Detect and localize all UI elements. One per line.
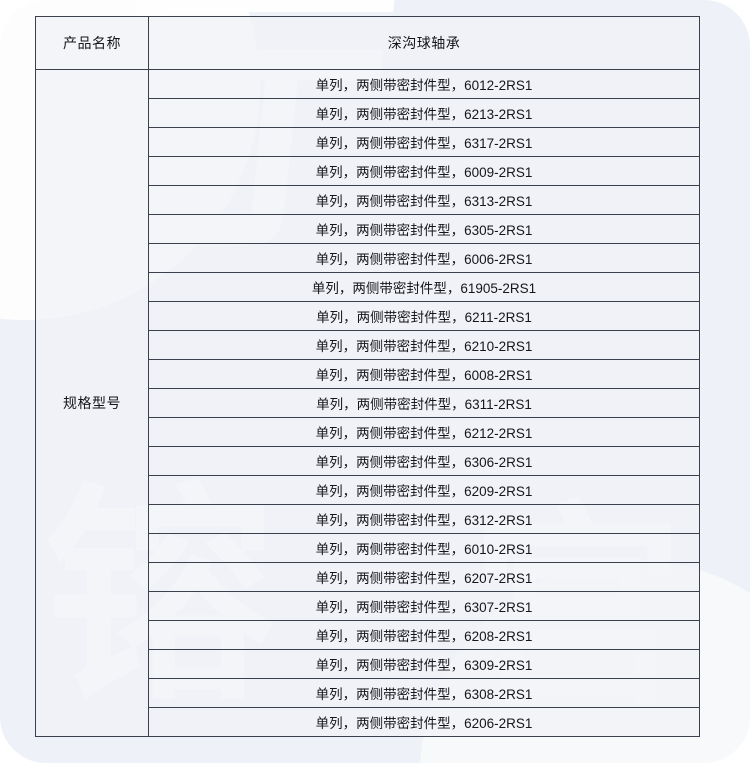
spec-cell: 单列，两侧带密封件型，6309-2RS1 <box>148 649 700 679</box>
spec-cell: 单列，两侧带密封件型，6311-2RS1 <box>148 388 700 418</box>
table-row: 单列，两侧带密封件型，6008-2RS1 <box>36 359 700 389</box>
spec-cell: 单列，两侧带密封件型，6206-2RS1 <box>148 707 700 737</box>
spec-cell: 单列，两侧带密封件型，6009-2RS1 <box>148 156 700 186</box>
spec-cell: 单列，两侧带密封件型，6313-2RS1 <box>148 185 700 215</box>
spec-cell: 单列，两侧带密封件型，6307-2RS1 <box>148 591 700 621</box>
header-cell-product-title: 深沟球轴承 <box>148 16 700 70</box>
spec-cell: 单列，两侧带密封件型，6305-2RS1 <box>148 214 700 244</box>
table-header-row: 产品名称 深沟球轴承 <box>35 16 700 70</box>
spec-cell: 单列，两侧带密封件型，6209-2RS1 <box>148 475 700 505</box>
spec-cell: 单列，两侧带密封件型，6010-2RS1 <box>148 533 700 563</box>
product-specification-table: 产品名称 深沟球轴承 规格型号 单列，两侧带密封件型，6012-2RS1 单列，两侧… <box>35 16 700 737</box>
spec-cell: 单列，两侧带密封件型，6207-2RS1 <box>148 562 700 592</box>
spec-cell: 单列，两侧带密封件型，6212-2RS1 <box>148 417 700 447</box>
header-cell-product-name: 产品名称 <box>35 16 149 70</box>
table-body: 产品名称 深沟球轴承 规格型号 单列，两侧带密封件型，6012-2RS1 单列，两侧… <box>35 16 700 737</box>
spec-cell: 单列，两侧带密封件型，6312-2RS1 <box>148 504 700 534</box>
table-row: 单列，两侧带密封件型，6210-2RS1 <box>36 330 700 360</box>
table-row: 单列，两侧带密封件型，6212-2RS1 <box>36 417 700 447</box>
spec-cell: 单列，两侧带密封件型，6213-2RS1 <box>148 98 700 128</box>
spec-cell: 单列，两侧带密封件型，6210-2RS1 <box>148 330 700 360</box>
spec-cell: 单列，两侧带密封件型，6208-2RS1 <box>148 620 700 650</box>
spec-cell: 单列，两侧带密封件型，6012-2RS1 <box>148 69 700 99</box>
spec-cell: 单列，两侧带密封件型，6308-2RS1 <box>148 678 700 708</box>
table-row: 单列，两侧带密封件型，6312-2RS1 <box>36 504 700 534</box>
spec-cell: 单列，两侧带密封件型，61905-2RS1 <box>148 272 700 302</box>
table-row: 单列，两侧带密封件型，6010-2RS1 <box>36 533 700 563</box>
row-label-specification-model: 规格型号 <box>35 69 149 737</box>
spec-cell: 单列，两侧带密封件型，6006-2RS1 <box>148 243 700 273</box>
spec-cell: 单列，两侧带密封件型，6306-2RS1 <box>148 446 700 476</box>
table-row: 规格型号 单列，两侧带密封件型，6012-2RS1 <box>35 69 700 737</box>
table-row: 单列，两侧带密封件型，6209-2RS1 <box>36 475 700 505</box>
spec-cell: 单列，两侧带密封件型，6008-2RS1 <box>148 359 700 389</box>
spec-cell: 单列，两侧带密封件型，6317-2RS1 <box>148 127 700 157</box>
spec-cell: 单列，两侧带密封件型，6211-2RS1 <box>148 301 700 331</box>
